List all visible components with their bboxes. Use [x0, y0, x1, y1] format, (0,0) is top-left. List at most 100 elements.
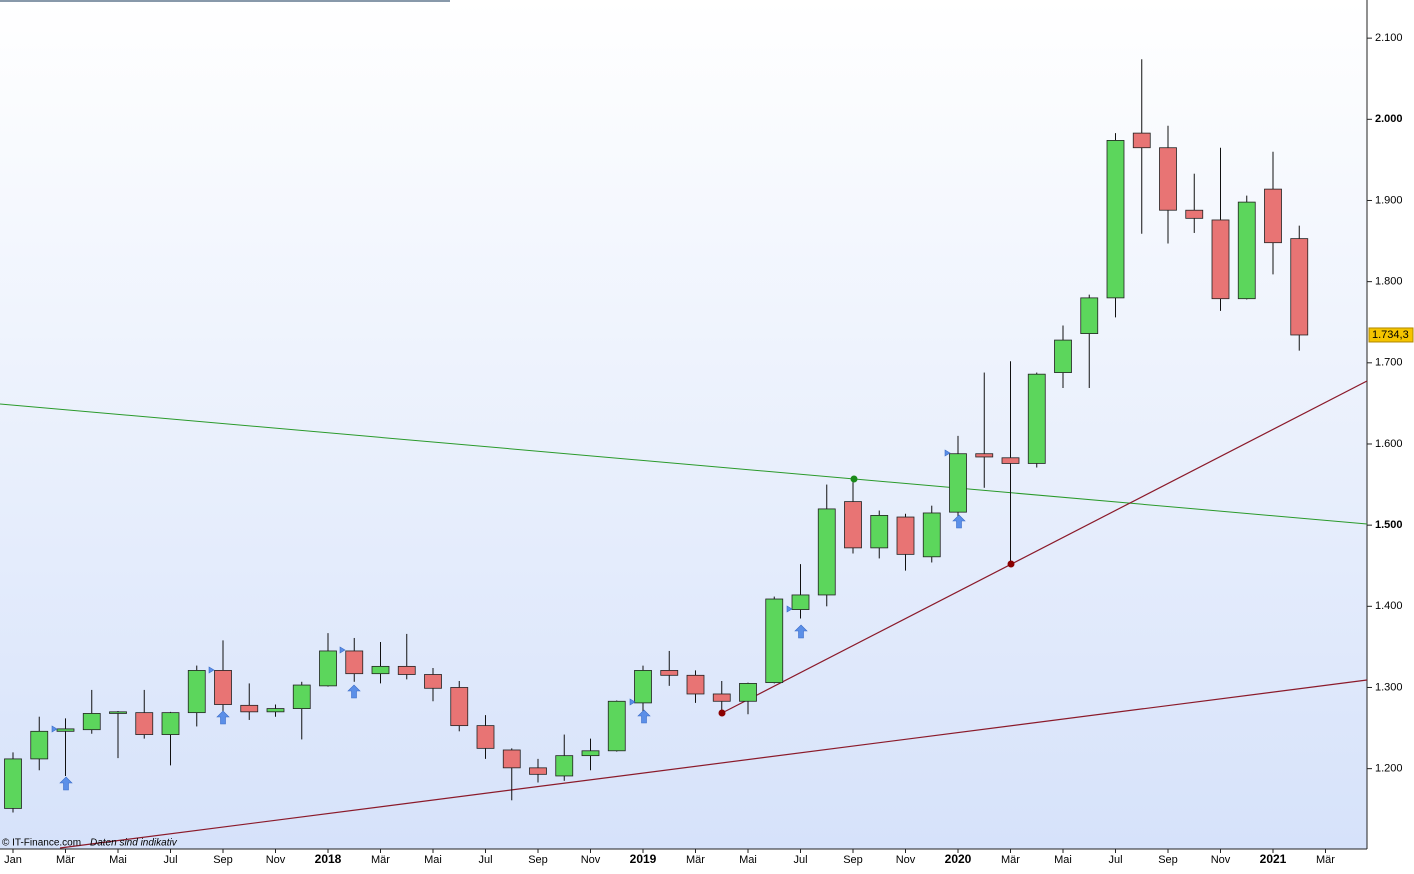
x-tick-label: Jul [1108, 854, 1122, 866]
candle-body [214, 670, 232, 705]
footer-note: Daten sind indikativ [90, 838, 178, 849]
x-tick-label: Nov [896, 854, 916, 866]
footer: © IT-Finance.com [2, 838, 81, 849]
candle-body [450, 687, 469, 727]
x-tick-label: Mai [739, 854, 757, 866]
candle-body [765, 598, 784, 684]
pivot-dot [1007, 560, 1015, 568]
candle-body [476, 725, 495, 749]
x-tick-label: Nov [266, 854, 286, 866]
candle-body [161, 712, 180, 735]
trend-line [0, 403, 1368, 525]
last-price-label: 1.734,3 [1372, 329, 1409, 341]
candle-body [56, 728, 75, 732]
y-tick-label: 1.500 [1375, 519, 1403, 531]
candle-body [949, 453, 967, 513]
x-tick-label: Mär [1316, 854, 1335, 866]
x-tick-label: Mär [371, 854, 390, 866]
candle-body [1185, 209, 1204, 219]
candle-body [1159, 147, 1177, 211]
candle-body [1027, 373, 1046, 464]
candle-body [371, 665, 390, 675]
candle-body [1080, 297, 1099, 334]
candle-body [292, 684, 311, 709]
candle-body [240, 704, 259, 713]
candle-body [30, 730, 49, 760]
x-tick-label: Mai [424, 854, 442, 866]
candle-body [529, 767, 547, 775]
last-price-box [1368, 327, 1414, 343]
y-tick-label: 1.600 [1375, 438, 1403, 450]
candle-body [844, 501, 862, 549]
x-tick-label: Mai [1054, 854, 1072, 866]
candle-body [660, 670, 679, 676]
y-tick-label: 1.300 [1375, 681, 1403, 693]
candle-body [4, 758, 22, 809]
y-tick-label: 1.700 [1375, 357, 1403, 369]
candle-body [581, 750, 600, 757]
y-tick-label: 1.400 [1375, 600, 1403, 612]
trend-line [59, 679, 1368, 849]
candle-body [739, 683, 757, 702]
candle-body [502, 749, 521, 769]
x-tick-label: Jul [478, 854, 492, 866]
candle-body [686, 674, 705, 695]
candle-body [82, 713, 101, 731]
candle-body [1237, 201, 1256, 300]
candles [4, 59, 1309, 813]
candle-body [1001, 457, 1020, 464]
x-tick-label: Nov [1211, 854, 1231, 866]
x-tick-label: Mär [1001, 854, 1020, 866]
x-tick-label: Mai [109, 854, 127, 866]
candle-body [870, 515, 889, 549]
x-tick-label: Jul [163, 854, 177, 866]
candle-body [1211, 219, 1230, 300]
y-tick-label: 2.000 [1375, 113, 1403, 125]
candle-body [975, 453, 994, 458]
candle-body [266, 708, 285, 713]
plot-area [0, 0, 1367, 849]
x-tick-label: Jan [4, 854, 22, 866]
candle-body [1132, 132, 1151, 149]
candle-body [397, 665, 416, 675]
x-tick-label: Sep [213, 854, 233, 866]
candle-body [607, 700, 626, 752]
y-tick-label: 1.800 [1375, 276, 1403, 288]
candle-body [1106, 140, 1125, 299]
y-tick-label: 1.900 [1375, 194, 1403, 206]
candle-body [555, 755, 574, 777]
candle-body [424, 674, 442, 689]
candle-body [109, 711, 127, 714]
candle-body [187, 670, 206, 714]
pivot-dot [718, 709, 726, 717]
x-tick-label: Sep [843, 854, 863, 866]
candle-body [791, 594, 810, 610]
pivot-dot [850, 475, 858, 483]
x-tick-label: Mär [56, 854, 75, 866]
candle-body [1054, 339, 1072, 373]
x-tick-label: Sep [528, 854, 548, 866]
x-tick-label: Sep [1158, 854, 1178, 866]
candle-body [135, 712, 154, 735]
candle-body [634, 670, 652, 704]
x-tick-label: Mär [686, 854, 705, 866]
candle-body [922, 512, 941, 558]
x-tick-label: Jul [793, 854, 807, 866]
signal-arrows [51, 449, 966, 791]
candle-body [1290, 238, 1309, 336]
candle-body [319, 650, 337, 687]
candle-body [896, 516, 915, 555]
candle-body [1264, 188, 1282, 244]
candle-body [345, 650, 364, 675]
top-bar [0, 0, 450, 2]
candle-body [817, 508, 836, 596]
x-tick-label: 2018 [315, 852, 342, 866]
trend-line [721, 380, 1368, 714]
x-tick-label: Nov [581, 854, 601, 866]
candle-body [712, 693, 731, 702]
x-tick-label: 2021 [1260, 852, 1287, 866]
y-tick-label: 2.100 [1375, 32, 1403, 44]
x-tick-label: 2019 [630, 852, 657, 866]
